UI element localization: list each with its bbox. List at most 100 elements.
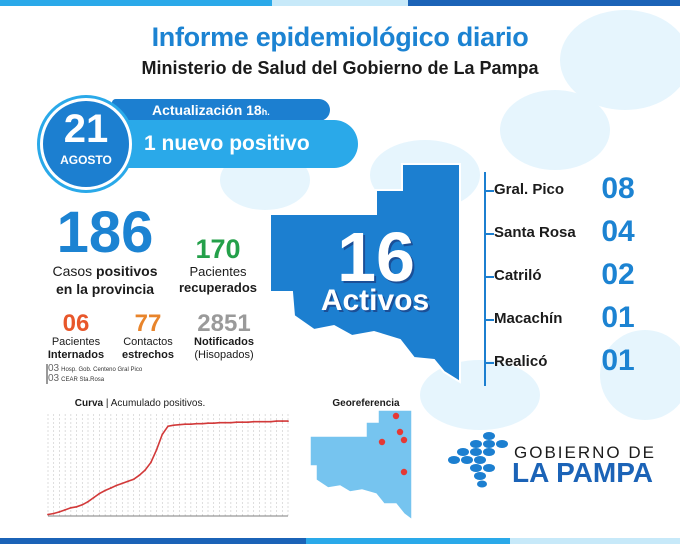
date-badge: 21 AGOSTO [40, 98, 132, 190]
georef-dot [396, 428, 404, 436]
data-point [241, 421, 244, 424]
cases-label-bold: positivos [96, 263, 158, 279]
notified-label-line1: Notificados [194, 336, 254, 348]
active-label: Activos [320, 284, 430, 317]
curve-title: Curva | Acumulado positivos. [60, 398, 220, 409]
curve-title-sub: Acumulado positivos. [110, 398, 206, 409]
date-month: AGOSTO [60, 153, 112, 167]
data-point [212, 422, 215, 425]
logo-text-line1: GOBIERNO DE [514, 443, 656, 462]
notified-label: Notificados (Hisopados) [176, 336, 272, 362]
data-point [287, 420, 289, 423]
cases-label: Casos positivos en la provincia [30, 262, 180, 298]
cases-label-line2: en la provincia [55, 281, 155, 297]
locality-value: 04 [601, 215, 635, 248]
data-point [161, 433, 164, 436]
update-time-suffix: h. [261, 107, 270, 117]
top-stripe [0, 0, 680, 6]
data-point [115, 484, 118, 487]
data-point [247, 421, 249, 424]
cases-label-part: Casos [52, 263, 97, 279]
hospital-count: 03 [48, 363, 60, 374]
data-point [224, 421, 227, 424]
background-pill-decoration [500, 90, 610, 170]
locality-name: Macachín [494, 310, 563, 327]
hospital-list-bar [46, 364, 48, 384]
data-point [207, 422, 209, 425]
active-value: 16 [337, 218, 415, 296]
data-point [218, 421, 221, 424]
page-title: Informe epidemiológico diario [151, 22, 529, 52]
data-point [138, 474, 141, 477]
recovered-label-line1: Pacientes [189, 264, 247, 279]
logo-text-line2: LA PAMPA [512, 457, 654, 488]
data-point [264, 420, 267, 423]
hospitalized-label-line2: Internados [47, 349, 105, 361]
data-point [235, 421, 238, 424]
recovered-label: Pacientes recuperados [160, 264, 276, 296]
localities-bar [484, 172, 486, 386]
data-point [189, 423, 192, 426]
data-point [121, 482, 124, 485]
hospital-item: 03 CEAR Sta.Rosa [48, 374, 104, 385]
hospitalized-label: Pacientes Internados [40, 336, 112, 362]
page-subtitle: Ministerio de Salud del Gobierno de La P… [141, 58, 539, 78]
locality-tick [484, 190, 494, 192]
notified-label-line2: (Hisopados) [194, 349, 254, 361]
locality-name: Catriló [494, 267, 542, 284]
data-point [258, 420, 261, 423]
locality-tick [484, 233, 494, 235]
background-pill-decoration [560, 10, 680, 110]
locality-value: 01 [601, 344, 635, 377]
data-point [81, 503, 84, 506]
bottom-stripe [0, 538, 680, 544]
headline-text: 1 nuevo positivo [144, 132, 310, 155]
data-point [184, 423, 187, 426]
data-point [172, 424, 175, 427]
notified-value: 2851 [197, 310, 251, 337]
data-point [195, 422, 198, 425]
data-point [52, 512, 55, 515]
data-point [275, 420, 278, 423]
curve-title-sep: | [103, 398, 111, 409]
contacts-value: 77 [134, 310, 162, 337]
data-point [144, 469, 147, 471]
hospital-item: 03 Hosp. Gob. Centeno Gral Pico [48, 364, 142, 375]
georef-dot [400, 468, 408, 476]
curve-title-main: Curva [74, 398, 104, 409]
georef-map [309, 409, 413, 522]
hospitalized-value: 06 [62, 310, 90, 337]
data-point [252, 420, 255, 423]
data-point [201, 422, 204, 425]
locality-value: 08 [601, 172, 635, 205]
georef-dot [378, 438, 386, 446]
update-time-label: Actualización 18 [152, 102, 262, 118]
recovered-value: 170 [195, 234, 241, 264]
locality-name: Gral. Pico [494, 181, 565, 198]
data-point [58, 511, 61, 513]
contacts-label: Contactos estrechos [110, 336, 186, 362]
data-point [127, 480, 129, 483]
data-point [47, 513, 49, 516]
locality-value: 01 [601, 301, 635, 334]
data-point [167, 425, 169, 428]
locality-name: Santa Rosa [494, 224, 576, 241]
province-shape [269, 163, 461, 384]
data-point [149, 461, 152, 464]
data-point [229, 421, 232, 424]
data-point [98, 492, 101, 495]
province-map [269, 163, 461, 384]
recovered-label-line2: recuperados [178, 280, 258, 295]
georef-title: Georeferencia [332, 398, 400, 409]
georef-dot [400, 436, 408, 444]
data-point [269, 420, 272, 423]
data-point [69, 506, 72, 509]
background-pill-decoration [600, 330, 680, 420]
data-point [64, 508, 67, 511]
data-point [75, 505, 78, 508]
data-point [155, 448, 158, 451]
hospital-count: 03 [48, 373, 60, 384]
data-point [109, 487, 112, 489]
contacts-label-line1: Contactos [123, 336, 173, 348]
government-logo-icon [448, 432, 508, 488]
